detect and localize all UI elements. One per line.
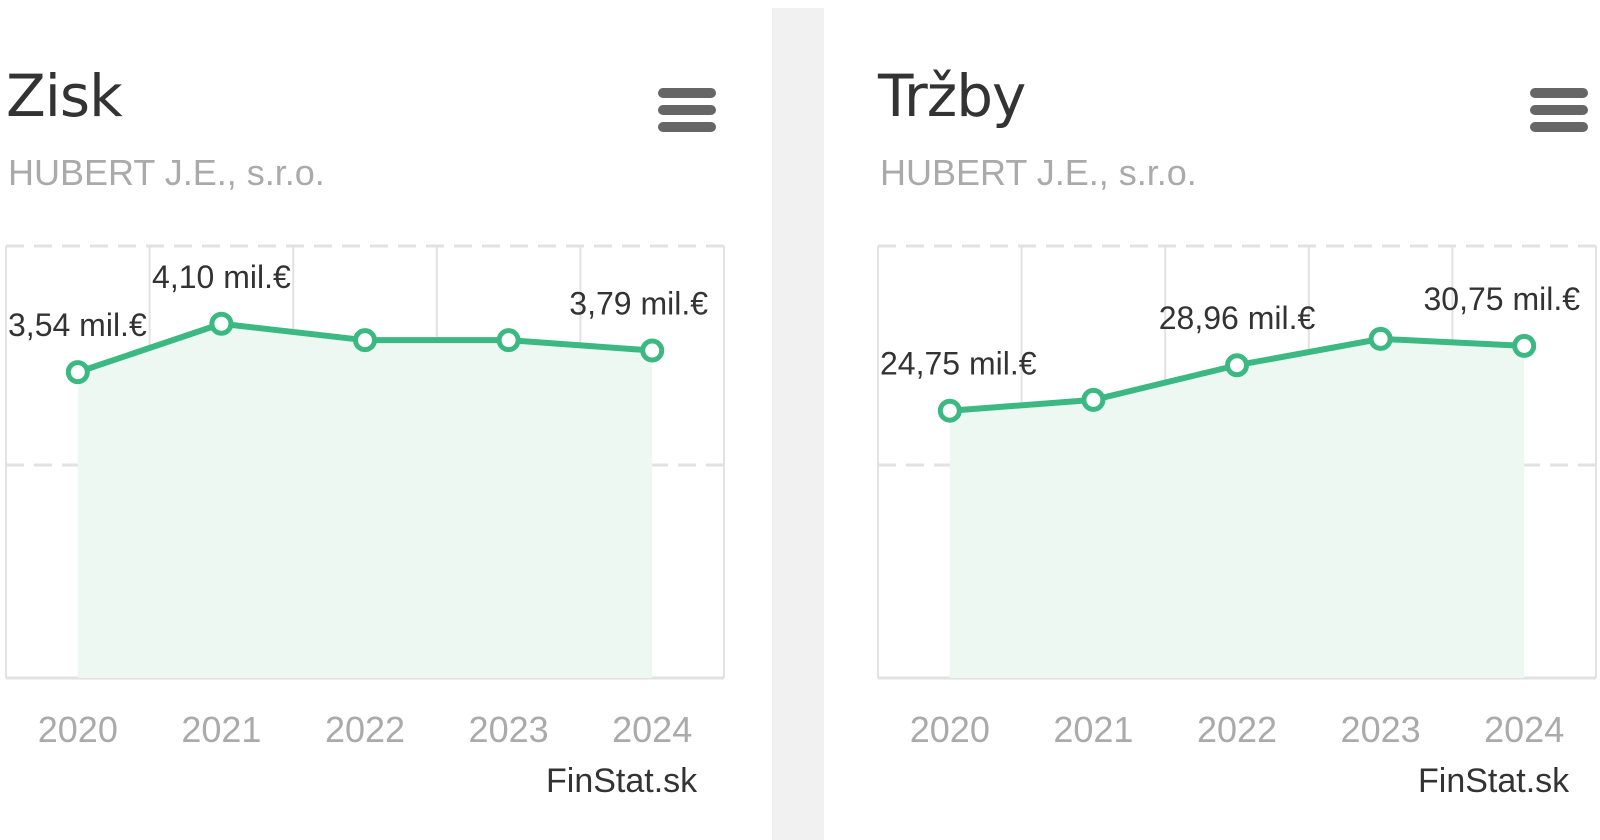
x-tick-label: 2024 (612, 709, 692, 750)
panel-separator (772, 8, 824, 840)
chart-title: Zisk (6, 62, 123, 130)
x-tick-label: 2020 (910, 709, 990, 750)
data-label: 24,75 mil.€ (880, 346, 1037, 382)
data-point (353, 328, 377, 353)
x-tick-label: 2024 (1484, 709, 1564, 750)
x-tick-label: 2020 (38, 709, 118, 750)
chart-title: Tržby (878, 62, 1026, 130)
data-label: 30,75 mil.€ (1423, 281, 1580, 317)
series-area (949, 338, 1525, 678)
data-point (65, 360, 90, 385)
data-point (496, 328, 521, 353)
revenue-line-chart: 24,75 mil.€ 28,96 mil.€ 30,75 mil.€ 2020 202… (877, 244, 1597, 750)
chart-panel-revenue: Tržby HUBERT J.E., s.r.o. 24,75 mil.€ 28,… (872, 0, 1600, 840)
series-area (77, 323, 653, 678)
x-tick-label: 2021 (1053, 709, 1133, 750)
data-label: 28,96 mil.€ (1159, 300, 1316, 336)
hamburger-menu-icon[interactable] (1530, 88, 1588, 136)
data-point (1368, 326, 1393, 351)
data-label: 4,10 mil.€ (152, 259, 291, 295)
finstat-credit-link[interactable]: FinStat.sk (1418, 762, 1570, 800)
chart-subtitle: HUBERT J.E., s.r.o. (8, 152, 325, 193)
data-point (1081, 387, 1106, 412)
profit-line-chart: 3,54 mil.€4,10 mil.€ 3,79 mil.€ 2020 2021 20… (5, 244, 725, 750)
data-point (640, 338, 665, 363)
data-point (1512, 333, 1537, 358)
chart-subtitle: HUBERT J.E., s.r.o. (880, 152, 1197, 193)
x-tick-label: 2023 (1341, 709, 1421, 750)
x-tick-label: 2022 (1197, 709, 1277, 750)
data-point (209, 311, 234, 336)
x-tick-label: 2023 (469, 709, 549, 750)
x-tick-label: 2022 (325, 709, 405, 750)
data-label: 3,79 mil.€ (569, 286, 708, 322)
x-tick-label: 2021 (181, 709, 261, 750)
data-point (937, 398, 962, 423)
hamburger-menu-icon[interactable] (658, 88, 716, 136)
finstat-credit-link[interactable]: FinStat.sk (546, 762, 698, 800)
data-point (1225, 353, 1249, 378)
chart-panel-profit: Zisk HUBERT J.E., s.r.o. 3,54 mil.€ 4,10 … (0, 0, 740, 840)
data-label: 3,54 mil.€ (8, 307, 147, 343)
